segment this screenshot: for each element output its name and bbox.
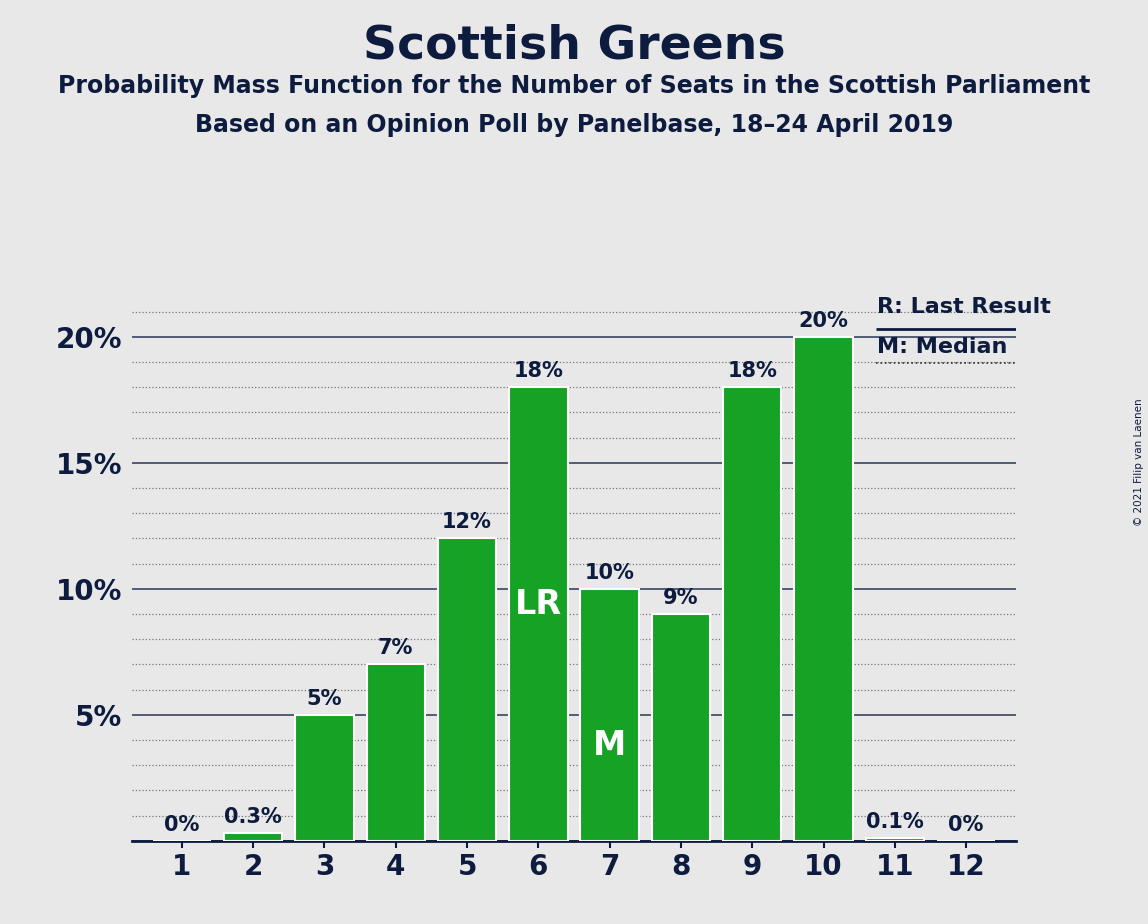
- Text: M: M: [594, 729, 627, 761]
- Text: R: Last Result: R: Last Result: [877, 297, 1050, 317]
- Text: Based on an Opinion Poll by Panelbase, 18–24 April 2019: Based on an Opinion Poll by Panelbase, 1…: [195, 113, 953, 137]
- Text: 10%: 10%: [584, 563, 635, 582]
- Text: 20%: 20%: [799, 310, 848, 331]
- Bar: [224, 833, 282, 841]
- Bar: [652, 614, 711, 841]
- Text: 0.3%: 0.3%: [224, 807, 282, 827]
- Bar: [866, 838, 924, 841]
- Bar: [723, 387, 782, 841]
- Text: Probability Mass Function for the Number of Seats in the Scottish Parliament: Probability Mass Function for the Number…: [57, 74, 1091, 98]
- Text: Scottish Greens: Scottish Greens: [363, 23, 785, 68]
- Text: LR: LR: [514, 589, 561, 622]
- Text: © 2021 Filip van Laenen: © 2021 Filip van Laenen: [1134, 398, 1143, 526]
- Text: 0%: 0%: [164, 815, 200, 834]
- Text: M: Median: M: Median: [877, 337, 1007, 357]
- Text: 0.1%: 0.1%: [866, 812, 924, 832]
- Text: 0%: 0%: [948, 815, 984, 834]
- Bar: [366, 664, 425, 841]
- Text: 18%: 18%: [728, 361, 777, 381]
- Text: 12%: 12%: [442, 512, 492, 532]
- Text: 18%: 18%: [513, 361, 564, 381]
- Text: 9%: 9%: [664, 588, 699, 608]
- Bar: [437, 539, 496, 841]
- Bar: [295, 715, 354, 841]
- Bar: [794, 337, 853, 841]
- Text: 7%: 7%: [378, 638, 413, 658]
- Bar: [581, 589, 639, 841]
- Bar: [509, 387, 567, 841]
- Text: 5%: 5%: [307, 688, 342, 709]
